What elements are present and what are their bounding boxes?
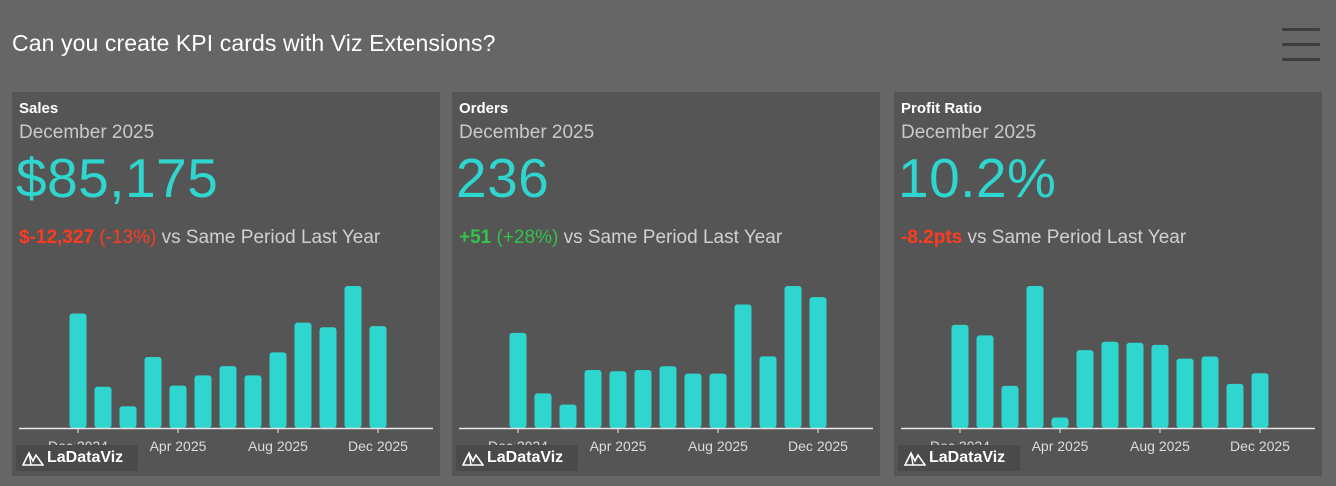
x-tick-label: Apr 2025 [590,438,647,454]
bar-sep-2025[interactable] [734,304,752,428]
bar-dec-2025[interactable] [809,297,827,428]
bar-apr-2025[interactable] [169,385,187,428]
delta-percent: (+28%) [491,227,559,248]
kpi-card-sales: Sales December 2025 $85,175 $-12,327 (-1… [12,92,440,476]
bar-jan-2025[interactable] [976,335,994,428]
kpi-card-orders: Orders December 2025 236 +51 (+28%) vs S… [452,92,880,476]
bar-aug-2025[interactable] [269,352,287,428]
bar-jan-2025[interactable] [534,393,552,428]
page-title: Can you create KPI cards with Viz Extens… [12,30,496,56]
bar-apr-2025[interactable] [609,371,627,428]
card-title: Orders [459,100,509,117]
x-tick-label: Dec 2025 [348,438,408,454]
bar-may-2025[interactable] [194,375,212,428]
bar-jul-2025[interactable] [684,373,702,428]
ladataviz-logo[interactable]: LaDataViz [456,445,578,471]
x-tick-label: Aug 2025 [688,438,748,454]
delta-comparison-text: vs Same Period Last Year [962,227,1187,248]
kpi-delta: $-12,327 (-13%) vs Same Period Last Year [19,227,380,249]
kpi-value: $85,175 [16,147,219,209]
bar-nov-2025[interactable] [784,286,802,428]
bar-jun-2025[interactable] [1101,341,1119,428]
bar-dec-2024[interactable] [69,313,87,428]
card-period: December 2025 [901,122,1037,143]
logo-text: LaDataViz [47,449,124,466]
card-period: December 2025 [19,122,155,143]
bar-dec-2025[interactable] [1251,373,1269,428]
x-tick-label: Dec 2025 [788,438,848,454]
card-title: Profit Ratio [901,100,982,117]
ladataviz-logo-icon [462,451,484,466]
bar-oct-2025[interactable] [1201,356,1219,428]
x-tick-label: Dec 2025 [1230,438,1290,454]
bar-jun-2025[interactable] [659,366,677,428]
card-title: Sales [19,100,59,117]
bar-jul-2025[interactable] [244,375,262,428]
menu-button[interactable] [1280,28,1322,64]
delta-percent: (-13%) [94,227,157,248]
kpi-delta: -8.2pts vs Same Period Last Year [901,227,1186,249]
delta-absolute: -8.2pts [901,227,963,248]
ladataviz-logo[interactable]: LaDataViz [16,445,138,471]
bar-feb-2025[interactable] [1001,385,1019,428]
bar-may-2025[interactable] [634,369,652,428]
kpi-value: 236 [456,147,550,209]
bar-aug-2025[interactable] [1151,344,1169,428]
bar-sep-2025[interactable] [1176,358,1194,428]
delta-absolute: $-12,327 [19,227,95,248]
bar-dec-2024[interactable] [509,332,527,428]
card-period: December 2025 [459,122,595,143]
x-tick-label: Aug 2025 [1130,438,1190,454]
ladataviz-logo-icon [904,451,926,466]
bar-nov-2025[interactable] [344,286,362,428]
bar-nov-2025[interactable] [1226,383,1244,428]
bar-jan-2025[interactable] [94,386,112,428]
kpi-delta: +51 (+28%) vs Same Period Last Year [459,227,782,249]
x-tick-label: Apr 2025 [1032,438,1089,454]
bar-mar-2025[interactable] [144,357,162,428]
x-tick-label: Aug 2025 [248,438,308,454]
ladataviz-logo-icon [22,451,44,466]
bar-jul-2025[interactable] [1126,342,1144,428]
bar-aug-2025[interactable] [709,373,727,428]
bar-mar-2025[interactable] [1026,286,1044,428]
logo-text: LaDataViz [487,449,564,466]
logo-text: LaDataViz [929,449,1006,466]
bar-apr-2025[interactable] [1051,417,1069,428]
delta-comparison-text: vs Same Period Last Year [156,227,381,248]
bar-mar-2025[interactable] [584,369,602,428]
bar-may-2025[interactable] [1076,350,1094,428]
bar-dec-2024[interactable] [951,324,969,428]
bar-feb-2025[interactable] [119,406,137,428]
x-tick-label: Apr 2025 [150,438,207,454]
bar-dec-2025[interactable] [369,326,387,428]
kpi-card-profit-ratio: Profit Ratio December 2025 10.2% -8.2pts… [894,92,1322,476]
delta-absolute: +51 [459,227,492,248]
bar-feb-2025[interactable] [559,404,577,428]
bar-sep-2025[interactable] [294,322,312,428]
bar-oct-2025[interactable] [759,356,777,428]
bar-oct-2025[interactable] [319,327,337,428]
ladataviz-logo[interactable]: LaDataViz [898,445,1020,471]
delta-comparison-text: vs Same Period Last Year [558,227,783,248]
kpi-value: 10.2% [898,147,1057,209]
bar-jun-2025[interactable] [219,366,237,428]
